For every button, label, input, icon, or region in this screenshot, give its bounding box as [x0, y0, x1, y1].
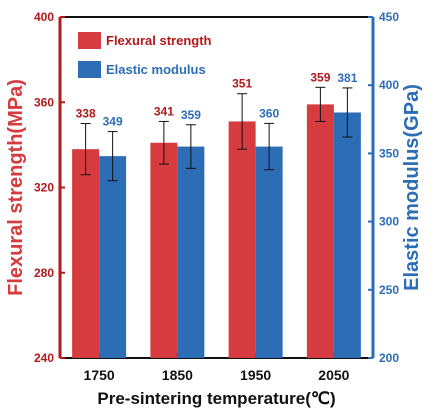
data-label-flexural-strength: 341 — [154, 104, 174, 118]
left-tick-label: 280 — [34, 266, 54, 280]
data-label-elastic-modulus: 381 — [337, 71, 357, 85]
bar-elastic-modulus — [177, 146, 205, 358]
right-tick-label: 200 — [379, 351, 399, 365]
right-tick-label: 400 — [379, 78, 399, 92]
legend-label-elastic-modulus: Elastic modulus — [106, 62, 206, 77]
bars — [72, 104, 361, 359]
right-tick-label: 300 — [379, 215, 399, 229]
data-labels: 338 349 341 359 351 360 359 381 — [76, 70, 358, 128]
legend-label-flexural-strength: Flexural strength — [106, 33, 212, 48]
x-tick-label: 1750 — [84, 367, 115, 383]
right-tick-label: 350 — [379, 146, 399, 160]
y-axis-label-right: Elastic modulus(GPa) — [401, 84, 423, 291]
bar-elastic-modulus — [333, 112, 361, 358]
data-label-elastic-modulus: 359 — [181, 108, 201, 122]
data-label-elastic-modulus: 360 — [259, 106, 279, 120]
data-label-flexural-strength: 338 — [76, 107, 96, 121]
legend-swatch-flexural-strength — [78, 32, 101, 49]
bar-elastic-modulus — [99, 156, 127, 358]
bar-elastic-modulus — [255, 146, 283, 358]
bar-flexural-strength — [150, 142, 178, 358]
right-tick-label: 250 — [379, 283, 399, 297]
x-tick-label: 1850 — [162, 367, 193, 383]
left-tick-label: 400 — [34, 10, 54, 24]
x-tick-label: 1950 — [240, 367, 271, 383]
bar-flexural-strength — [306, 104, 334, 358]
left-tick-label: 320 — [34, 181, 54, 195]
data-label-flexural-strength: 359 — [310, 70, 330, 84]
y-axis-label-left: Flexural strength(MPa) — [5, 79, 27, 296]
x-axis-label: Pre-sintering temperature(℃) — [97, 389, 335, 408]
legend-swatch-elastic-modulus — [78, 61, 101, 78]
left-tick-label: 360 — [34, 95, 54, 109]
data-label-flexural-strength: 351 — [232, 77, 252, 91]
right-tick-label: 450 — [379, 10, 399, 24]
left-tick-label: 240 — [34, 351, 54, 365]
legend: Flexural strength Elastic modulus — [78, 32, 212, 78]
x-tick-label: 2050 — [318, 367, 349, 383]
axes: 240 280 320 360 400 200 250 300 350 400 450 1750 185… — [34, 10, 399, 383]
data-label-elastic-modulus: 349 — [103, 115, 123, 129]
bar-flexural-strength — [228, 121, 256, 359]
bar-flexural-strength — [72, 149, 100, 358]
error-bars — [80, 86, 353, 182]
